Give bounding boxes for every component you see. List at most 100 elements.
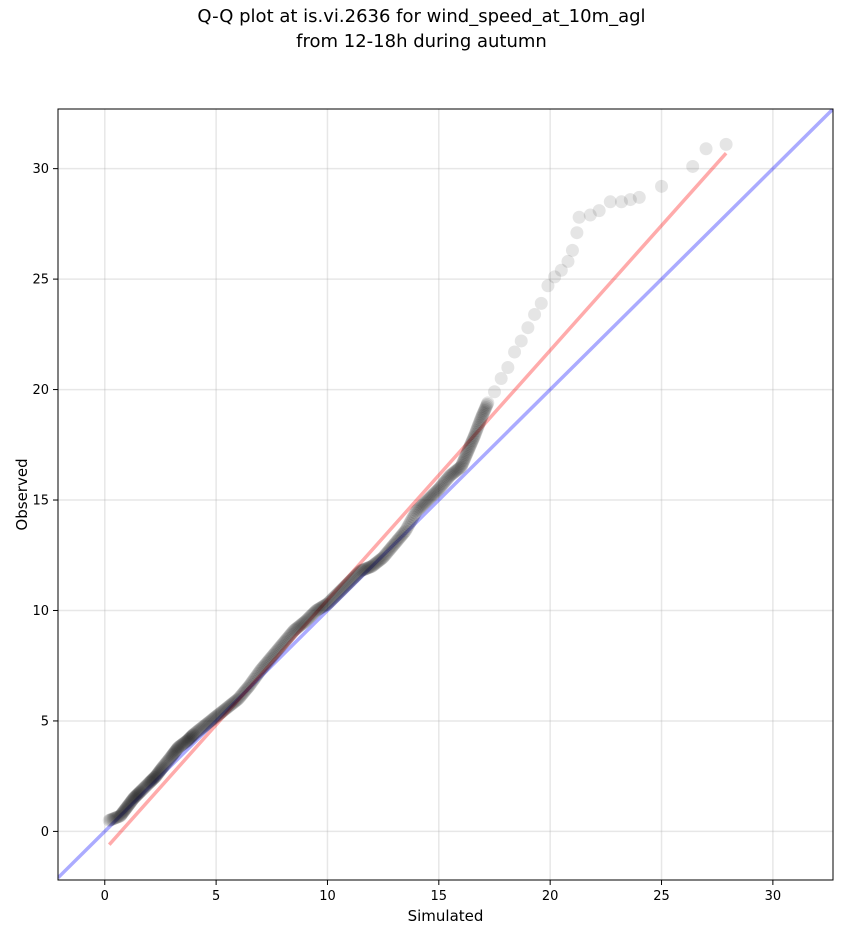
data-point-interp-3-4 bbox=[129, 789, 143, 803]
data-point-interp-22-6 bbox=[316, 600, 330, 614]
data-point-interp-9-5 bbox=[176, 737, 190, 751]
data-point-interp-19-6 bbox=[283, 629, 297, 643]
data-point-interp-18-8 bbox=[274, 639, 288, 653]
data-point-interp-8-2 bbox=[166, 748, 180, 762]
data-point-64 bbox=[719, 137, 733, 151]
data-point-interp-0-2 bbox=[104, 812, 118, 826]
data-point-interp-30-4 bbox=[403, 516, 417, 530]
data-point-interp-22-2 bbox=[312, 602, 326, 616]
data-point-interp-34-5 bbox=[449, 464, 463, 478]
data-point-interp-12-9 bbox=[208, 710, 222, 724]
data-point-interp-34-3 bbox=[446, 466, 460, 480]
data-point-interp-9-4 bbox=[175, 738, 189, 752]
data-point-interp-23-8 bbox=[329, 588, 343, 602]
x-axis-ticks: 0 5 10 15 20 25 30 bbox=[101, 880, 781, 904]
y-axis-label: Observed bbox=[13, 458, 31, 530]
data-point-interp-4-4 bbox=[137, 781, 151, 795]
data-point-interp-13-8 bbox=[218, 702, 232, 716]
data-point-interp-10-3 bbox=[182, 732, 196, 746]
data-point-37 bbox=[467, 429, 481, 443]
data-point-25 bbox=[343, 575, 357, 589]
data-point-interp-23-5 bbox=[326, 591, 340, 605]
data-point-28 bbox=[376, 550, 390, 564]
data-point-interp-26-2 bbox=[356, 563, 370, 577]
x-tick-label-0: 0 bbox=[101, 889, 109, 904]
data-point-interp-5-6 bbox=[146, 772, 160, 786]
data-point-interp-38-9 bbox=[480, 397, 494, 411]
data-point-35 bbox=[454, 460, 468, 474]
data-point-interp-37-3 bbox=[469, 424, 483, 438]
data-point-interp-23-1 bbox=[322, 596, 336, 610]
x-tick-label-2: 10 bbox=[319, 889, 336, 904]
data-point-54 bbox=[572, 210, 586, 224]
data-point-interp-7-6 bbox=[161, 754, 175, 768]
data-point-interp-17-8 bbox=[263, 653, 277, 667]
data-point-interp-24-1 bbox=[333, 585, 347, 599]
data-point-interp-15-7 bbox=[239, 683, 253, 697]
data-point-interp-8-3 bbox=[167, 747, 181, 761]
data-point-interp-20-2 bbox=[289, 622, 303, 636]
data-point-30 bbox=[398, 524, 412, 538]
data-point-interp-24-6 bbox=[338, 579, 352, 593]
data-point-interp-35-1 bbox=[455, 458, 469, 472]
data-point-26 bbox=[354, 564, 368, 578]
x-tick-label-5: 25 bbox=[653, 889, 670, 904]
data-point-interp-0-5 bbox=[108, 811, 122, 825]
data-point-interp-33-2 bbox=[434, 479, 448, 493]
data-point-interp-17-6 bbox=[260, 655, 274, 669]
data-point-interp-29-5 bbox=[393, 531, 407, 545]
data-point-interp-24-5 bbox=[337, 580, 351, 594]
data-point-56 bbox=[592, 204, 606, 218]
data-point-interp-29-2 bbox=[390, 535, 404, 549]
data-point-interp-23-7 bbox=[328, 589, 342, 603]
data-point-interp-32-1 bbox=[422, 492, 436, 506]
data-point-interp-21-1 bbox=[299, 613, 313, 627]
data-point-49 bbox=[548, 270, 562, 284]
data-point-interp-14-6 bbox=[227, 695, 241, 709]
data-point-interp-17-7 bbox=[261, 654, 275, 668]
data-point-interp-8-9 bbox=[171, 741, 185, 755]
data-point-8 bbox=[165, 749, 179, 763]
data-point-interp-36-8 bbox=[466, 432, 480, 446]
data-point-interp-12-4 bbox=[202, 715, 216, 729]
data-point-interp-8-1 bbox=[165, 748, 179, 762]
data-point-interp-38-8 bbox=[479, 399, 493, 413]
data-point-interp-22-3 bbox=[313, 601, 327, 615]
data-point-interp-28-9 bbox=[386, 539, 400, 553]
data-point-interp-19-8 bbox=[285, 626, 299, 640]
data-point-43 bbox=[508, 345, 522, 359]
data-point-interp-35-8 bbox=[459, 448, 473, 462]
data-point-interp-36-6 bbox=[465, 435, 479, 449]
data-point-interp-22-4 bbox=[314, 601, 328, 615]
data-point-interp-24-4 bbox=[336, 581, 350, 595]
data-point-interp-34-4 bbox=[447, 465, 461, 479]
data-point-interp-33-7 bbox=[440, 473, 454, 487]
data-point-interp-38-5 bbox=[477, 404, 491, 418]
data-point-interp-31-8 bbox=[418, 495, 432, 509]
y-tick-label-5: 25 bbox=[32, 273, 49, 288]
data-point-interp-28-3 bbox=[379, 546, 393, 560]
data-point-interp-15-5 bbox=[237, 685, 251, 699]
data-point-interp-0-6 bbox=[109, 811, 123, 825]
data-point-interp-6-6 bbox=[153, 764, 167, 778]
data-point-interp-37-9 bbox=[473, 413, 487, 427]
data-point-50 bbox=[554, 263, 568, 277]
data-point-interp-21-7 bbox=[306, 607, 320, 621]
data-point-interp-21-8 bbox=[307, 606, 321, 620]
data-point-interp-12-2 bbox=[200, 717, 214, 731]
data-point-interp-13-7 bbox=[217, 703, 231, 717]
data-point-7 bbox=[156, 760, 170, 774]
data-point-interp-22-7 bbox=[317, 599, 331, 613]
data-point-39 bbox=[481, 396, 495, 410]
data-point-interp-25-5 bbox=[348, 569, 362, 583]
data-point-14 bbox=[220, 701, 234, 715]
data-point-interp-35-3 bbox=[456, 455, 470, 469]
data-point-interp-3-1 bbox=[127, 791, 141, 805]
data-point-interp-10-6 bbox=[184, 730, 198, 744]
data-point-interp-0-8 bbox=[111, 810, 125, 824]
data-point-41 bbox=[494, 372, 508, 386]
data-point-interp-19-7 bbox=[284, 627, 298, 641]
data-point-interp-14-5 bbox=[226, 696, 240, 710]
data-point-interp-36-4 bbox=[463, 438, 477, 452]
